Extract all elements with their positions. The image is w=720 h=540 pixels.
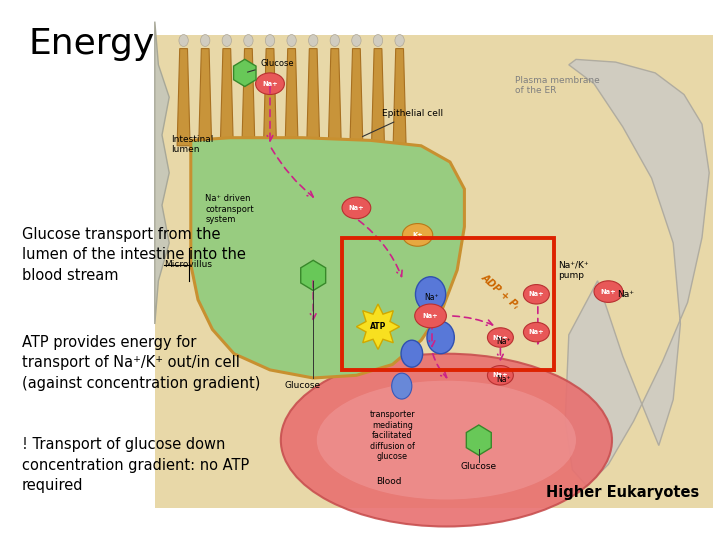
Ellipse shape xyxy=(427,321,454,354)
Text: Na⁺: Na⁺ xyxy=(425,293,439,302)
Bar xyxy=(342,238,554,370)
Text: Na+: Na+ xyxy=(423,313,438,319)
Circle shape xyxy=(342,197,371,219)
Polygon shape xyxy=(199,49,212,146)
Text: Energy: Energy xyxy=(29,27,155,61)
Text: Na+: Na+ xyxy=(600,288,616,295)
Polygon shape xyxy=(467,425,491,455)
Text: Blood: Blood xyxy=(376,477,402,486)
Ellipse shape xyxy=(401,340,423,367)
Text: Na+: Na+ xyxy=(528,291,544,298)
Polygon shape xyxy=(328,49,341,146)
Text: Na⁺: Na⁺ xyxy=(497,338,511,347)
Text: Glucose: Glucose xyxy=(248,59,294,72)
Ellipse shape xyxy=(287,35,297,46)
Text: Higher Eukaryotes: Higher Eukaryotes xyxy=(546,484,699,500)
Ellipse shape xyxy=(281,354,612,526)
Ellipse shape xyxy=(392,373,412,399)
Polygon shape xyxy=(393,49,406,146)
Bar xyxy=(155,35,713,508)
Text: K+: K+ xyxy=(413,232,423,238)
Circle shape xyxy=(487,328,513,347)
Circle shape xyxy=(594,281,623,302)
Text: Na+: Na+ xyxy=(492,372,508,379)
Polygon shape xyxy=(177,49,190,146)
Ellipse shape xyxy=(179,35,189,46)
Polygon shape xyxy=(356,304,400,349)
Text: Na+: Na+ xyxy=(492,334,508,341)
Text: Glucose: Glucose xyxy=(284,381,320,390)
Ellipse shape xyxy=(415,276,446,312)
Text: Intestinal
lumen: Intestinal lumen xyxy=(171,135,213,154)
Text: Na⁺: Na⁺ xyxy=(497,375,511,384)
Polygon shape xyxy=(155,22,169,324)
Polygon shape xyxy=(220,49,233,146)
Ellipse shape xyxy=(308,35,318,46)
Text: Na+: Na+ xyxy=(348,205,364,211)
Circle shape xyxy=(487,366,513,385)
Text: ! Transport of glucose down
concentration gradient: no ATP
required: ! Transport of glucose down concentratio… xyxy=(22,437,249,493)
Text: Na+: Na+ xyxy=(528,329,544,335)
Ellipse shape xyxy=(317,381,576,500)
Ellipse shape xyxy=(265,35,275,46)
Polygon shape xyxy=(350,49,363,146)
Text: ATP provides energy for
transport of Na⁺/K⁺ out/in cell
(against concentration g: ATP provides energy for transport of Na⁺… xyxy=(22,335,260,390)
Text: ADP + Pᵢ: ADP + Pᵢ xyxy=(480,272,521,311)
Ellipse shape xyxy=(395,35,405,46)
Polygon shape xyxy=(242,49,255,146)
Polygon shape xyxy=(191,138,464,378)
Polygon shape xyxy=(233,59,256,86)
Ellipse shape xyxy=(222,35,232,46)
Circle shape xyxy=(402,224,433,246)
Ellipse shape xyxy=(373,35,383,46)
Polygon shape xyxy=(264,49,276,146)
Text: Na+: Na+ xyxy=(262,80,278,87)
Text: Plasma membrane
of the ER: Plasma membrane of the ER xyxy=(515,76,600,95)
Polygon shape xyxy=(285,49,298,146)
Polygon shape xyxy=(301,260,325,291)
Circle shape xyxy=(523,322,549,342)
Circle shape xyxy=(523,285,549,304)
Polygon shape xyxy=(372,49,384,146)
Circle shape xyxy=(256,73,284,94)
Text: Glucose: Glucose xyxy=(461,462,497,471)
Polygon shape xyxy=(565,59,709,486)
Text: Na⁺/K⁺
pump: Na⁺/K⁺ pump xyxy=(558,260,589,280)
Text: Glucose transport from the
lumen of the intestine into the
blood stream: Glucose transport from the lumen of the … xyxy=(22,227,246,282)
Text: Microvillus: Microvillus xyxy=(164,260,212,269)
Circle shape xyxy=(415,304,446,328)
Text: Epithelial cell: Epithelial cell xyxy=(362,109,443,137)
Polygon shape xyxy=(307,49,320,146)
Ellipse shape xyxy=(330,35,340,46)
Text: Na⁺: Na⁺ xyxy=(617,290,634,299)
Ellipse shape xyxy=(351,35,361,46)
Ellipse shape xyxy=(243,35,253,46)
Text: ATP: ATP xyxy=(370,322,386,331)
Text: transporter
mediating
facilitated
diffusion of
glucose: transporter mediating facilitated diffus… xyxy=(369,410,415,461)
Ellipse shape xyxy=(200,35,210,46)
Text: Na⁺ driven
cotransport
system: Na⁺ driven cotransport system xyxy=(205,194,254,224)
